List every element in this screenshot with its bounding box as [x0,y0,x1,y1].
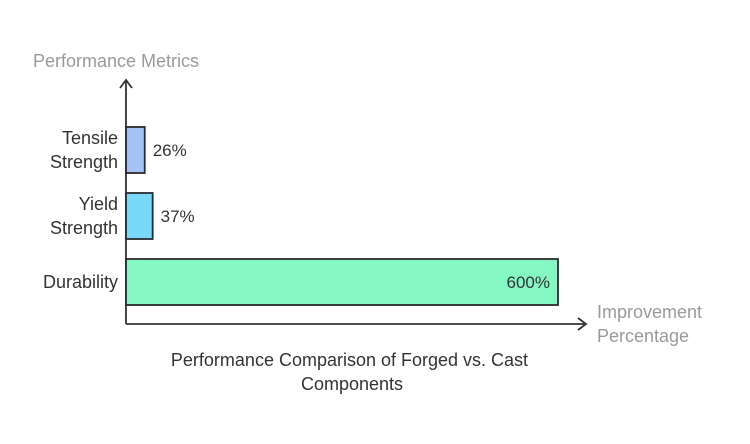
y-axis-arrowhead [119,78,133,89]
value-label-tensile-strength: 26% [153,141,187,160]
value-label-yield-strength: 37% [161,207,195,226]
chart-caption-line-1: Performance Comparison of Forged vs. Cas… [171,350,528,370]
x-axis-title-line-1: Improvement [597,302,702,322]
chart-caption-line-2: Components [301,374,403,394]
bar-series: Tensile Strength 26% Yield Strength 37% Durabi… [43,126,559,306]
category-label-durability: Durability [43,272,118,292]
value-label-durability: 600% [507,273,550,292]
x-axis-arrowhead [577,317,588,331]
chart-caption: Performance Comparison of Forged vs. Cas… [171,350,533,394]
bar-yield-strength [125,192,154,240]
category-label-durability-line-1: Durability [43,272,118,292]
x-axis-title: Improvement Percentage [597,302,707,346]
bar-durability [125,258,559,306]
category-label-tensile-strength-line-1: Tensile [62,128,118,148]
y-axis-title: Performance Metrics [33,51,199,71]
category-label-yield-strength-line-2: Strength [50,218,118,238]
category-label-tensile-strength-line-2: Strength [50,152,118,172]
category-label-yield-strength: Yield Strength [50,194,118,238]
bar-tensile-strength [125,126,146,174]
category-label-tensile-strength: Tensile Strength [50,128,118,172]
category-label-yield-strength-line-1: Yield [79,194,118,214]
x-axis-title-line-2: Percentage [597,326,689,346]
